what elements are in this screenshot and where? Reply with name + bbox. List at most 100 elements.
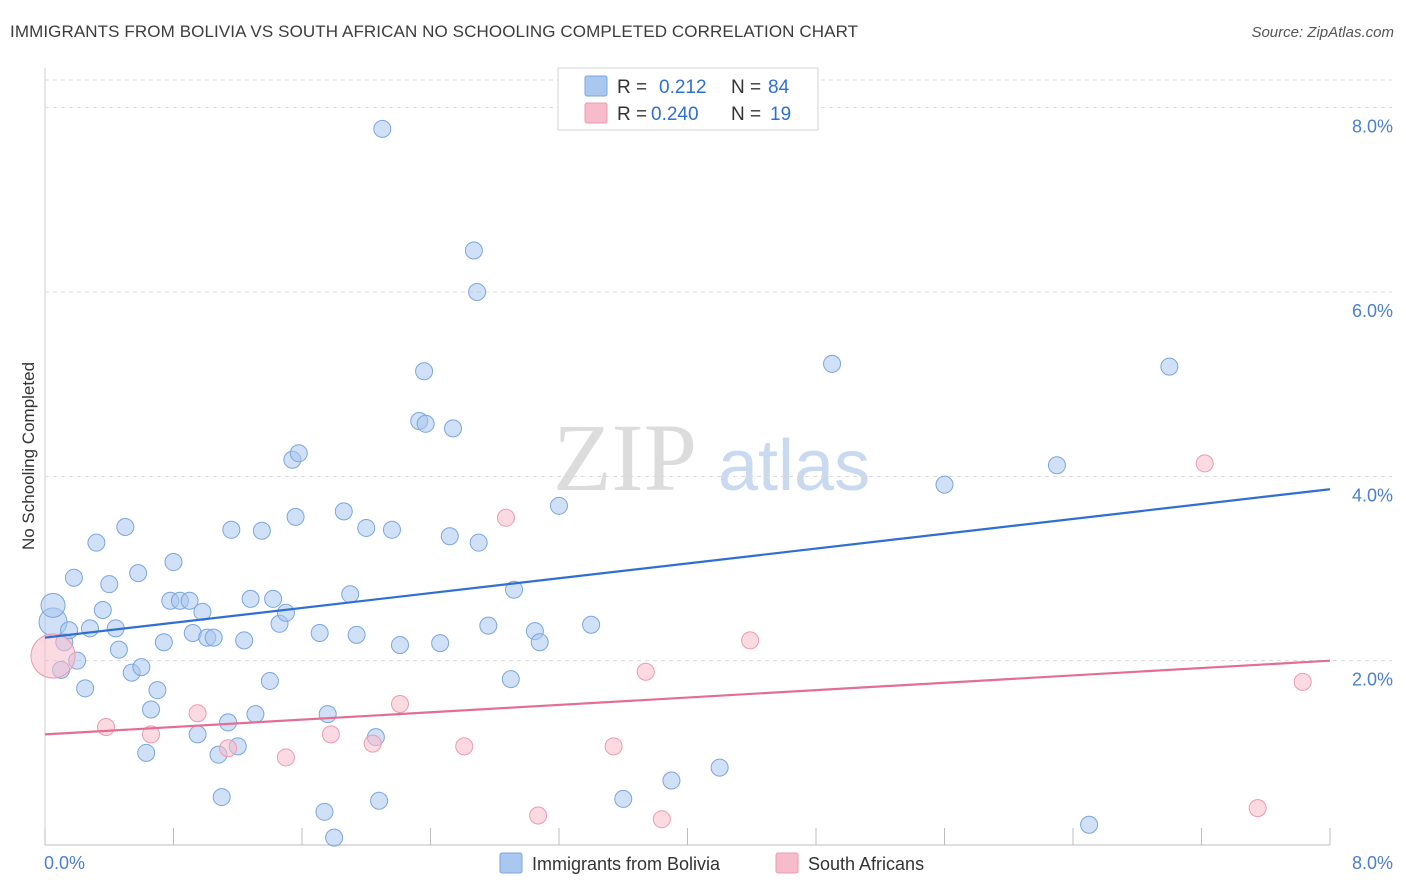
south-africans-point xyxy=(321,725,340,744)
legend-n-label: N = xyxy=(731,104,761,125)
bolivia-point xyxy=(100,575,119,594)
y-tick-label: 6.0% xyxy=(1352,301,1393,321)
legend-n-value: 19 xyxy=(770,104,791,125)
bolivia-trend-line xyxy=(44,488,1331,639)
trend-lines xyxy=(44,488,1331,736)
legend-swatch-bolivia xyxy=(584,75,608,97)
watermark-atlas: atlas xyxy=(718,426,870,506)
bolivia-point xyxy=(132,658,151,677)
bolivia-point xyxy=(40,592,66,618)
bolivia-points xyxy=(38,119,1179,847)
bolivia-point xyxy=(315,802,334,821)
bolivia-point xyxy=(582,615,601,634)
bolivia-point xyxy=(235,631,254,650)
bottom-legend-swatch-bolivia xyxy=(499,852,523,874)
south-africans-point xyxy=(741,631,760,650)
bolivia-point xyxy=(180,591,199,610)
bolivia-point xyxy=(148,681,167,700)
south-africans-point xyxy=(188,704,207,723)
bolivia-point xyxy=(464,241,483,260)
bolivia-point xyxy=(286,507,305,526)
bolivia-point xyxy=(662,771,681,790)
bolivia-point xyxy=(501,670,520,689)
bolivia-point xyxy=(116,518,135,537)
bolivia-point xyxy=(310,624,329,643)
bolivia-point xyxy=(93,600,112,619)
bolivia-point xyxy=(550,496,568,515)
chart-title: IMMIGRANTS FROM BOLIVIA VS SOUTH AFRICAN… xyxy=(10,22,859,41)
bolivia-point xyxy=(64,568,83,587)
watermark-zip: ZIP xyxy=(553,404,697,511)
bolivia-point xyxy=(443,419,462,438)
bolivia-point xyxy=(264,589,283,608)
y-tick-label: 2.0% xyxy=(1352,670,1393,690)
south-africans-point xyxy=(1293,672,1312,691)
y-tick-label: 8.0% xyxy=(1352,117,1393,137)
bolivia-point xyxy=(530,633,549,652)
bolivia-point xyxy=(76,679,95,698)
bolivia-point xyxy=(188,725,207,744)
source-label: Source: ZipAtlas.com xyxy=(1251,24,1394,41)
bolivia-point xyxy=(614,789,633,808)
bottom-legend-label-south-africans: South Africans xyxy=(808,854,924,874)
bolivia-point xyxy=(390,635,409,654)
south-africans-point xyxy=(1248,799,1267,818)
south-africans-point xyxy=(652,810,671,829)
south-africans-point xyxy=(529,806,548,825)
bolivia-point xyxy=(1080,815,1099,834)
bolivia-point xyxy=(212,788,231,807)
legend-r-value: 0.212 xyxy=(659,77,707,98)
south-africans-point xyxy=(276,748,295,767)
bolivia-point xyxy=(276,603,295,622)
bolivia-point xyxy=(373,119,392,138)
legend-n-label: N = xyxy=(731,77,761,98)
south-africans-point xyxy=(30,633,76,679)
bolivia-point xyxy=(416,414,435,433)
legend-r-label: R = xyxy=(617,104,647,125)
bolivia-point xyxy=(357,518,376,537)
watermark: ZIP atlas xyxy=(553,404,870,511)
bolivia-point xyxy=(252,521,271,540)
south-africans-point xyxy=(363,734,382,753)
bolivia-point xyxy=(341,585,360,604)
south-africans-point xyxy=(97,718,116,737)
bottom-legend-swatch-south-africans xyxy=(775,852,799,874)
legend-r-value: 0.240 xyxy=(651,104,699,125)
bolivia-point xyxy=(241,589,260,608)
bolivia-point xyxy=(823,354,842,373)
bolivia-point xyxy=(246,705,265,724)
legend-swatch-south-africans xyxy=(584,102,608,124)
x-tick-label: 0.0% xyxy=(44,853,85,873)
legend-r-label: R = xyxy=(617,77,647,98)
bolivia-point xyxy=(325,828,344,847)
south-africans-point xyxy=(390,694,409,713)
bolivia-point xyxy=(382,520,401,539)
bottom-legend: Immigrants from Bolivia South Africans xyxy=(499,852,924,874)
x-tick-labels: 0.0% 8.0% xyxy=(44,853,1393,873)
bottom-legend-label-bolivia: Immigrants from Bolivia xyxy=(532,854,721,874)
south-africans-point xyxy=(1195,454,1214,473)
axes xyxy=(44,68,1331,846)
bolivia-point xyxy=(334,502,353,521)
bolivia-point xyxy=(129,564,148,583)
bolivia-point xyxy=(142,700,161,719)
south-africans-point xyxy=(604,737,623,756)
south-africans-point xyxy=(455,737,474,756)
bolivia-point xyxy=(370,791,389,810)
y-axis-title: No Schooling Completed xyxy=(19,362,38,550)
bolivia-point xyxy=(468,282,487,301)
legend-box: R = 0.212 N = 84 R = 0.240 N = 19 xyxy=(557,67,819,131)
bolivia-point xyxy=(347,625,366,644)
bolivia-point xyxy=(415,362,434,381)
legend-n-value: 84 xyxy=(768,77,790,98)
bolivia-point xyxy=(289,444,308,463)
bolivia-point xyxy=(260,671,279,690)
bolivia-point xyxy=(1160,357,1179,376)
bolivia-point xyxy=(204,628,223,647)
south-africans-point xyxy=(219,739,238,758)
south-africans-point xyxy=(636,662,655,681)
bolivia-point xyxy=(469,533,488,552)
bolivia-point xyxy=(318,705,337,724)
bolivia-point xyxy=(219,713,238,732)
